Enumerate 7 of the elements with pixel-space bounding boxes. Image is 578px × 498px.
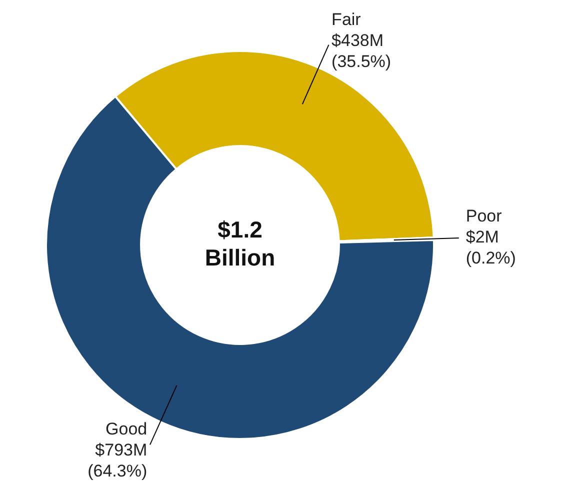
text: $1.2 Billion — [204, 216, 276, 270]
data-label: (64.3%) — [88, 462, 148, 481]
slice-label: Fair $438M — [332, 10, 384, 50]
data-label: (35.5%) — [332, 52, 392, 72]
slice-label: Poor $2M — [466, 206, 502, 246]
slice-label: Good $793M — [95, 420, 148, 460]
data-label: (0.2%) — [466, 248, 516, 268]
